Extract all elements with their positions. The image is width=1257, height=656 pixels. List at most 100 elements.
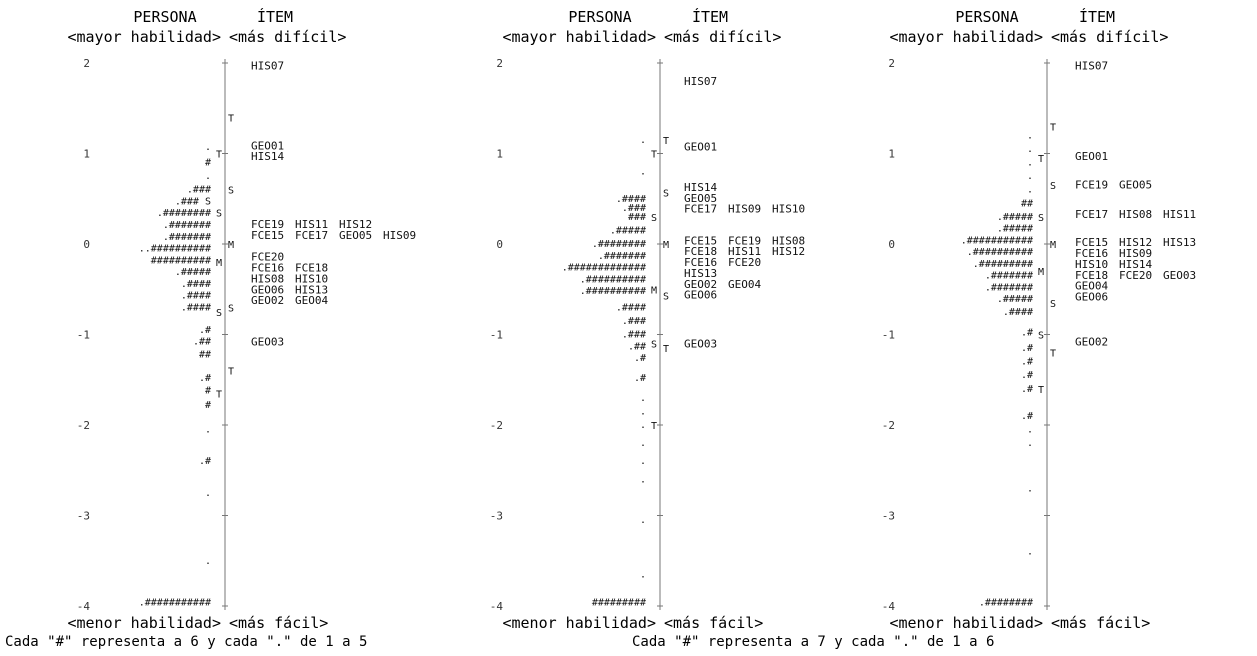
person-distribution-row: .######### bbox=[973, 259, 1033, 270]
person-distribution-row: . bbox=[1027, 144, 1033, 155]
item-stat-marker: T bbox=[1050, 122, 1056, 133]
item-label: HIS11 bbox=[295, 218, 328, 231]
item-label: HIS11 bbox=[728, 245, 761, 258]
person-distribution-row: . bbox=[1027, 425, 1033, 436]
item-label: GEO06 bbox=[251, 283, 284, 296]
item-label: GEO01 bbox=[251, 139, 284, 152]
item-label: HIS07 bbox=[1075, 60, 1108, 73]
person-distribution-row: .#### bbox=[616, 302, 646, 313]
item-label: HIS10 bbox=[295, 272, 328, 285]
item-stat-marker: S bbox=[663, 292, 669, 303]
person-distribution-row: .############# bbox=[562, 263, 646, 274]
person-distribution-row: . bbox=[640, 474, 646, 485]
mas-dificil-label: <más difícil> bbox=[1051, 28, 1168, 46]
person-distribution-row: .########### bbox=[139, 597, 211, 608]
item-stat-marker: S bbox=[663, 188, 669, 199]
person-distribution-row: .### bbox=[622, 203, 646, 214]
person-stat-marker: M bbox=[651, 285, 657, 296]
item-stat-marker: M bbox=[228, 240, 234, 251]
person-distribution-row: . bbox=[640, 135, 646, 146]
item-label: GEO02 bbox=[251, 294, 284, 307]
mayor-habilidad-label: <mayor habilidad> bbox=[67, 28, 221, 46]
item-label: HIS08 bbox=[772, 234, 805, 247]
item-label: GEO02 bbox=[1075, 336, 1108, 349]
item-label: FCE15 bbox=[251, 229, 284, 242]
item-label: FCE17 bbox=[1075, 208, 1108, 221]
person-distribution-row: . bbox=[1027, 483, 1033, 494]
person-stat-marker: M bbox=[216, 258, 222, 269]
y-tick-label: 0 bbox=[496, 238, 503, 251]
legend-caption: Cada "#" representa a 6 y cada "." de 1 … bbox=[5, 634, 367, 650]
y-tick-label: 2 bbox=[496, 57, 503, 70]
person-distribution-row: . bbox=[640, 569, 646, 580]
person-distribution-row: .# bbox=[1021, 343, 1033, 354]
person-distribution-row: .########## bbox=[580, 286, 646, 297]
person-distribution-row: .##### bbox=[997, 224, 1033, 235]
person-distribution-row: . bbox=[1027, 185, 1033, 196]
y-tick-label: -2 bbox=[77, 419, 90, 432]
item-label: GEO04 bbox=[295, 294, 328, 307]
persona-header: PERSONA bbox=[133, 8, 196, 26]
person-distribution-row: .## bbox=[193, 337, 211, 348]
item-label: HIS10 bbox=[1075, 258, 1108, 271]
item-label: GEO01 bbox=[1075, 150, 1108, 163]
item-label: HIS12 bbox=[1119, 236, 1152, 249]
item-stat-marker: M bbox=[663, 240, 669, 251]
item-label: FCE20 bbox=[728, 256, 761, 269]
person-distribution-row: . bbox=[640, 438, 646, 449]
person-distribution-row: . bbox=[205, 142, 211, 153]
person-distribution-row: .####### bbox=[163, 232, 211, 243]
mas-facil-label: <más fácil> bbox=[229, 614, 328, 632]
item-label: GEO06 bbox=[684, 289, 717, 302]
person-distribution-row: ..########## bbox=[139, 244, 211, 255]
person-distribution-row: . bbox=[640, 406, 646, 417]
person-distribution-row: .#### bbox=[181, 279, 211, 290]
y-tick-label: -4 bbox=[882, 600, 896, 613]
y-tick-label: 2 bbox=[83, 57, 90, 70]
item-stat-marker: S bbox=[228, 186, 234, 197]
item-label: GEO05 bbox=[1119, 178, 1152, 191]
menor-habilidad-label: <menor habilidad> bbox=[67, 614, 221, 632]
item-label: FCE17 bbox=[295, 229, 328, 242]
person-distribution-row: .# bbox=[199, 325, 211, 336]
item-label: GEO05 bbox=[339, 229, 372, 242]
person-distribution-row: .### bbox=[187, 185, 211, 196]
person-distribution-row: ## bbox=[199, 349, 211, 360]
person-stat-marker: S bbox=[651, 213, 657, 224]
person-stat-marker: T bbox=[651, 150, 657, 161]
item-label: FCE19 bbox=[728, 234, 761, 247]
person-distribution-row: . bbox=[640, 456, 646, 467]
wright-map-panel-1: PERSONA ÍTEM <mayor habilidad> <más difícil… bbox=[5, 7, 416, 650]
person-stat-marker: T bbox=[216, 150, 222, 161]
person-distribution-row: # bbox=[205, 158, 211, 169]
item-header: ÍTEM bbox=[257, 7, 293, 26]
person-stat-marker: T bbox=[1038, 385, 1044, 396]
item-label: HIS09 bbox=[728, 203, 761, 216]
item-stat-marker: S bbox=[1050, 181, 1056, 192]
item-label: GEO06 bbox=[1075, 290, 1108, 303]
person-distribution-row: . bbox=[640, 393, 646, 404]
person-distribution-row: .##### bbox=[997, 294, 1033, 305]
person-distribution-row: . bbox=[640, 167, 646, 178]
person-distribution-row: .### bbox=[622, 316, 646, 327]
person-distribution-row: ########## bbox=[151, 255, 211, 266]
item-label: HIS14 bbox=[251, 150, 284, 163]
y-tick-label: -3 bbox=[490, 510, 503, 523]
mas-facil-label: <más fácil> bbox=[664, 614, 763, 632]
person-distribution-row: .######## bbox=[592, 239, 646, 250]
item-stat-marker: S bbox=[1050, 299, 1056, 310]
item-stat-marker: M bbox=[1050, 240, 1056, 251]
y-tick-label: -4 bbox=[490, 600, 504, 613]
person-distribution-row: .####### bbox=[985, 271, 1033, 282]
person-distribution-row: .# bbox=[1021, 357, 1033, 368]
item-header: ÍTEM bbox=[1079, 7, 1115, 26]
wright-map-panel-3: PERSONA ÍTEM <mayor habilidad> <más difícil… bbox=[882, 7, 1196, 632]
item-label: GEO03 bbox=[251, 336, 284, 349]
person-distribution-row: .########## bbox=[580, 274, 646, 285]
person-distribution-row: .######## bbox=[979, 597, 1033, 608]
person-stat-marker: S bbox=[1038, 331, 1044, 342]
item-label: FCE20 bbox=[251, 251, 284, 264]
item-label: HIS09 bbox=[383, 229, 416, 242]
person-distribution-row: . bbox=[1027, 438, 1033, 449]
item-label: HIS08 bbox=[1119, 208, 1152, 221]
